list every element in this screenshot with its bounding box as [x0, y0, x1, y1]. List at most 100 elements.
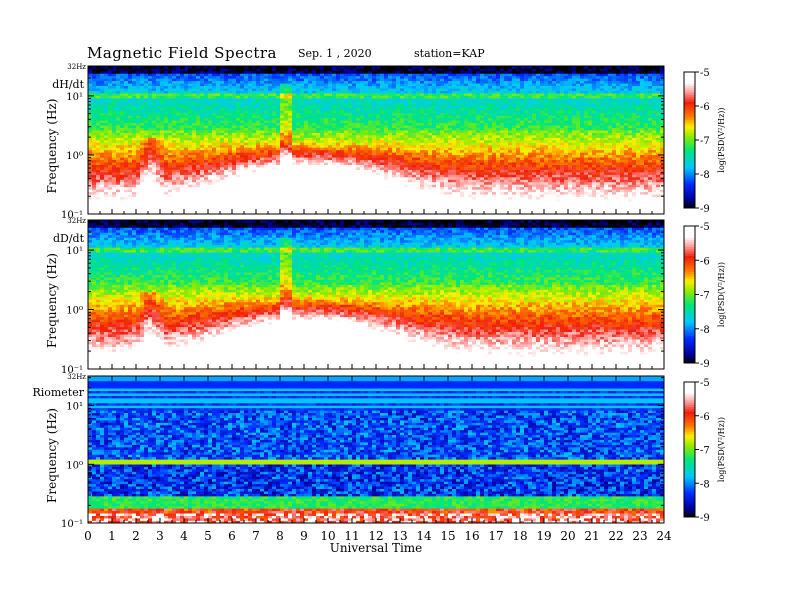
- heatmap-cell: [508, 152, 512, 155]
- heatmap-cell: [116, 184, 120, 187]
- heatmap-cell: [492, 199, 496, 202]
- heatmap-cell: [356, 177, 360, 180]
- heatmap-cell: [444, 187, 448, 190]
- heatmap-cell: [236, 197, 240, 200]
- heatmap-cell: [520, 155, 524, 158]
- heatmap-cell: [476, 170, 480, 173]
- heatmap-cell: [148, 202, 152, 205]
- heatmap-cell: [628, 150, 632, 153]
- heatmap-cell: [392, 135, 396, 138]
- heatmap-cell: [584, 175, 588, 178]
- heatmap-cell: [464, 167, 468, 170]
- heatmap-cell: [260, 150, 264, 153]
- heatmap-cell: [272, 133, 276, 136]
- heatmap-cell: [580, 145, 584, 148]
- heatmap-cell: [204, 152, 208, 155]
- heatmap-cell: [212, 133, 216, 136]
- heatmap-cell: [580, 157, 584, 160]
- heatmap-cell: [400, 182, 404, 185]
- heatmap-cell: [348, 160, 352, 163]
- heatmap-cell: [312, 175, 316, 178]
- heatmap-cell: [544, 172, 548, 175]
- heatmap-cell: [104, 170, 108, 173]
- heatmap-cell: [392, 189, 396, 192]
- heatmap-cell: [228, 133, 232, 136]
- heatmap-cell: [616, 199, 620, 202]
- heatmap-cell: [624, 170, 628, 173]
- heatmap-cell: [368, 172, 372, 175]
- heatmap-cell: [520, 170, 524, 173]
- heatmap-cell: [500, 155, 504, 158]
- heatmap-cell: [128, 147, 132, 150]
- heatmap-cell: [580, 155, 584, 158]
- heatmap-cell: [644, 142, 648, 145]
- heatmap-cell: [460, 199, 464, 202]
- heatmap-cell: [640, 152, 644, 155]
- heatmap-cell: [436, 157, 440, 160]
- heatmap-cell: [348, 138, 352, 141]
- heatmap-cell: [288, 187, 292, 190]
- heatmap-cell: [316, 167, 320, 170]
- heatmap-cell: [344, 160, 348, 163]
- heatmap-cell: [188, 184, 192, 187]
- heatmap-cell: [308, 179, 312, 182]
- heatmap-cell: [496, 155, 500, 158]
- heatmap-cell: [108, 182, 112, 185]
- heatmap-cell: [364, 142, 368, 145]
- heatmap-cell: [420, 155, 424, 158]
- heatmap-cell: [612, 207, 616, 210]
- heatmap-cell: [288, 207, 292, 210]
- heatmap-cell: [244, 130, 248, 133]
- heatmap-cell: [328, 204, 332, 207]
- heatmap-cell: [476, 187, 480, 190]
- heatmap-cell: [304, 162, 308, 165]
- heatmap-cell: [276, 177, 280, 180]
- heatmap-cell: [236, 187, 240, 190]
- heatmap-cell: [92, 133, 96, 136]
- heatmap-cell: [624, 202, 628, 205]
- heatmap-cell: [544, 197, 548, 200]
- heatmap-cell: [292, 172, 296, 175]
- heatmap-cell: [160, 177, 164, 180]
- heatmap-cell: [652, 160, 656, 163]
- heatmap-cell: [516, 160, 520, 163]
- heatmap-cell: [108, 197, 112, 200]
- heatmap-cell: [588, 194, 592, 197]
- heatmap-cell: [440, 142, 444, 145]
- heatmap-cell: [272, 165, 276, 168]
- heatmap-cell: [588, 130, 592, 133]
- heatmap-cell: [160, 170, 164, 173]
- heatmap-cell: [256, 209, 260, 212]
- heatmap-cell: [436, 155, 440, 158]
- heatmap-cell: [632, 150, 636, 153]
- heatmap-cell: [304, 187, 308, 190]
- heatmap-cell: [96, 130, 100, 133]
- heatmap-cell: [592, 140, 596, 143]
- heatmap-cell: [432, 140, 436, 143]
- heatmap-cell: [244, 128, 248, 131]
- heatmap-cell: [136, 184, 140, 187]
- heatmap-cell: [236, 177, 240, 180]
- heatmap-cell: [404, 175, 408, 178]
- heatmap-cell: [248, 199, 252, 202]
- heatmap-cell: [432, 135, 436, 138]
- heatmap-cell: [184, 150, 188, 153]
- heatmap-cell: [216, 157, 220, 160]
- heatmap-cell: [320, 207, 324, 210]
- heatmap-cell: [368, 207, 372, 210]
- heatmap-cell: [476, 165, 480, 168]
- heatmap-cell: [328, 162, 332, 165]
- heatmap-cell: [508, 165, 512, 168]
- heatmap-cell: [472, 187, 476, 190]
- heatmap-cell: [536, 145, 540, 148]
- heatmap-cell: [404, 182, 408, 185]
- heatmap-cell: [576, 189, 580, 192]
- heatmap-cell: [172, 197, 176, 200]
- heatmap-cell: [336, 172, 340, 175]
- heatmap-cell: [412, 204, 416, 207]
- heatmap-cell: [128, 199, 132, 202]
- heatmap-cell: [216, 140, 220, 143]
- heatmap-cell: [592, 202, 596, 205]
- heatmap-cell: [272, 167, 276, 170]
- heatmap-cell: [452, 155, 456, 158]
